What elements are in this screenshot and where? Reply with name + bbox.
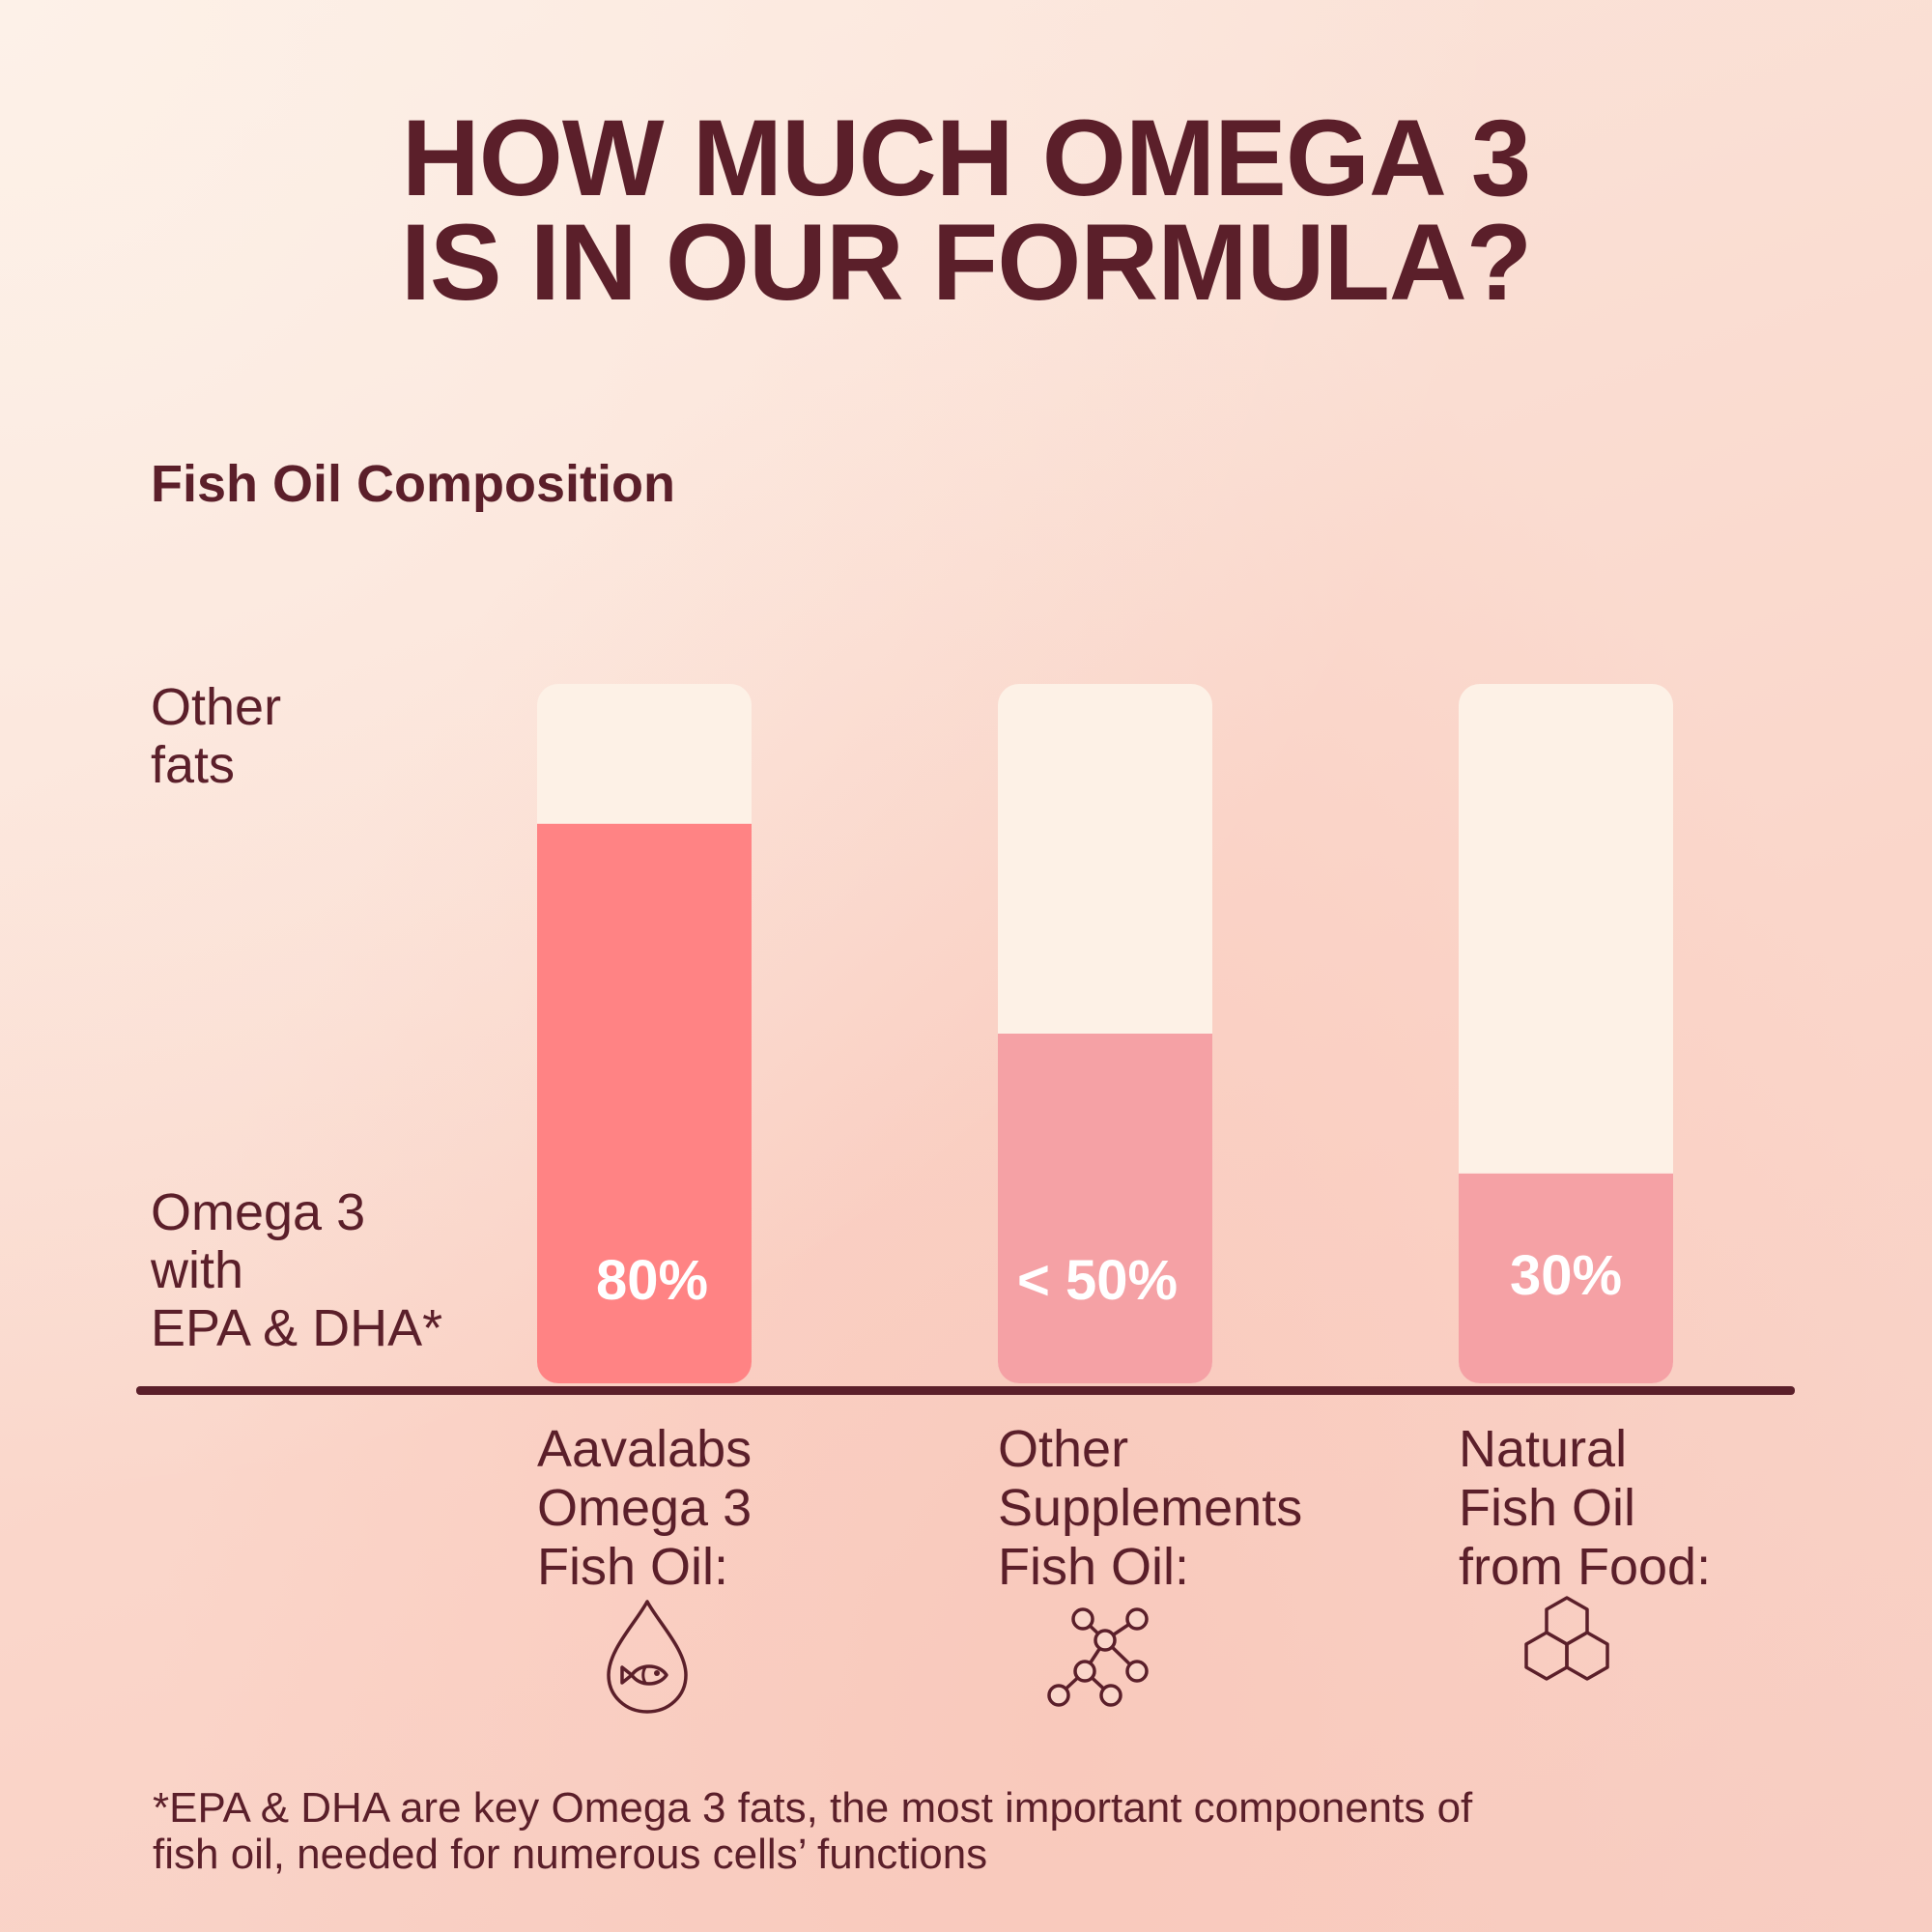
title-line-2: IS IN OUR FORMULA? [400, 202, 1532, 323]
category-other-supplements-line-2: Supplements [998, 1479, 1303, 1537]
hexagon-cluster-icon [1524, 1596, 1609, 1681]
category-label-other-supplements: Other Supplements Fish Oil: [998, 1420, 1302, 1597]
category-label-aavalabs: Aavalabs Omega 3 Fish Oil: [537, 1420, 752, 1597]
legend-omega-3-line-1: Omega 3 [151, 1183, 366, 1241]
category-natural-food-line-2: Fish Oil [1459, 1479, 1636, 1537]
category-aavalabs-line-1: Aavalabs [537, 1420, 753, 1478]
category-aavalabs-line-3: Fish Oil: [537, 1538, 729, 1596]
value-label-aavalabs: 80% [596, 1249, 708, 1312]
legend-omega-3-line-2: with [151, 1241, 244, 1299]
footnote: *EPA & DHA are key Omega 3 fats, the mos… [153, 1785, 1472, 1878]
bar-group-natural-food [1459, 684, 1673, 1383]
category-natural-food-line-3: from Food: [1459, 1538, 1712, 1596]
legend-other-fats: Other fats [151, 678, 281, 794]
bar-group-aavalabs [537, 684, 752, 1383]
bar-group-other-supplements [998, 684, 1212, 1383]
category-aavalabs-line-2: Omega 3 [537, 1479, 753, 1537]
bar-omega-3-natural-food [1459, 1173, 1673, 1383]
value-label-natural-food: 30% [1510, 1244, 1622, 1307]
legend-omega-3-line-3: EPA & DHA* [151, 1299, 443, 1357]
fish-drop-icon [607, 1600, 688, 1714]
footnote-line-1: *EPA & DHA are key Omega 3 fats, the mos… [153, 1784, 1473, 1832]
legend-other-fats-line-1: Other [151, 678, 282, 736]
bar-omega-3-aavalabs [537, 823, 752, 1383]
legend-omega-3: Omega 3 with EPA & DHA* [151, 1183, 442, 1357]
baseline-axis [136, 1386, 1795, 1395]
value-label-other-supplements: < 50% [1017, 1249, 1178, 1312]
category-label-natural-food: Natural Fish Oil from Food: [1459, 1420, 1711, 1597]
bar-omega-3-other-supplements [998, 1034, 1212, 1383]
category-other-supplements-line-3: Fish Oil: [998, 1538, 1190, 1596]
chart-title: Fish Oil Composition [151, 455, 675, 513]
category-natural-food-line-1: Natural [1459, 1420, 1628, 1478]
legend-other-fats-line-2: fats [151, 736, 236, 794]
molecule-icon [1047, 1607, 1149, 1707]
title-line-1: HOW MUCH OMEGA 3 [401, 98, 1531, 218]
page-title: HOW MUCH OMEGA 3 IS IN OUR FORMULA? [0, 98, 1932, 323]
category-other-supplements-line-1: Other [998, 1420, 1129, 1478]
footnote-line-2: fish oil, needed for numerous cells’ fun… [153, 1831, 988, 1878]
